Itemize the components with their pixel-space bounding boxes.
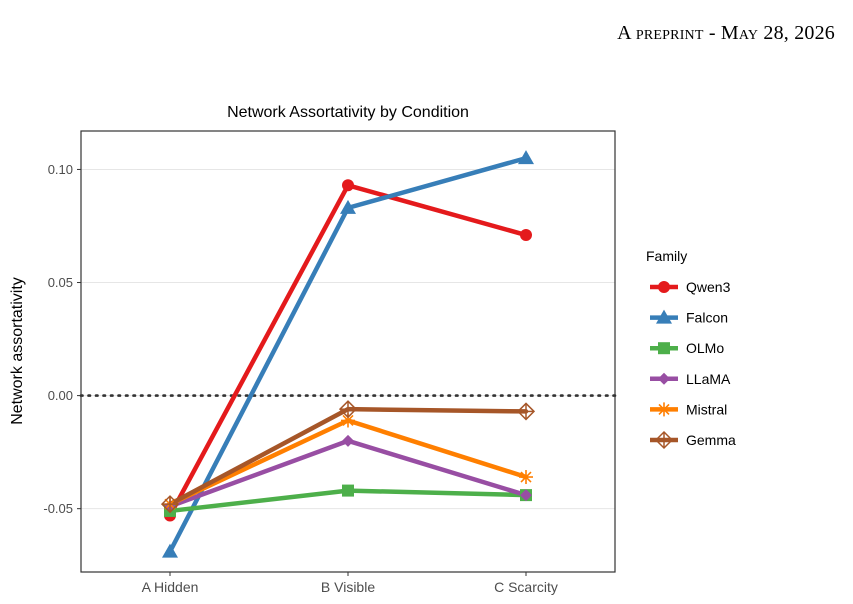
point-falcon-2 xyxy=(518,150,534,165)
x-tick-label: C Scarcity xyxy=(494,579,558,595)
series-layer xyxy=(160,150,536,558)
y-tick-label: 0.10 xyxy=(48,162,73,177)
legend-item-falcon: Falcon xyxy=(650,309,728,326)
legend-key-marker xyxy=(658,281,670,293)
legend-title: Family xyxy=(646,248,687,264)
y-tick-label: 0.00 xyxy=(48,388,73,403)
legend-item-llama: LLaMA xyxy=(650,371,731,387)
axis-layer: -0.05 0.00 0.05 0.10 A Hidden B Visible C Scar… xyxy=(43,130,616,595)
legend-key-marker xyxy=(658,342,670,355)
point-qwen3-2 xyxy=(520,229,532,242)
point-llama-2 xyxy=(520,489,532,502)
y-tick-label: -0.05 xyxy=(43,501,73,516)
legend-item-qwen3: Qwen3 xyxy=(650,279,731,295)
x-tick-label: A Hidden xyxy=(142,579,199,595)
point-falcon-1 xyxy=(340,199,356,214)
legend-label: LLaMA xyxy=(686,371,731,387)
point-llama-1 xyxy=(342,434,354,447)
point-gemma-2 xyxy=(516,402,536,421)
legend-key-marker xyxy=(658,372,670,385)
point-mistral-2 xyxy=(519,470,533,485)
legend-key-marker xyxy=(654,430,674,450)
legend-key-marker xyxy=(656,309,672,324)
legend-key-marker xyxy=(657,402,671,417)
legend-item-olmo: OLMo xyxy=(650,340,724,356)
point-qwen3-1 xyxy=(342,179,354,192)
point-gemma-1 xyxy=(338,400,358,419)
legend: Family Qwen3 Falcon OLMo LLaMA Mistral Gemma xyxy=(646,248,736,450)
point-falcon-0 xyxy=(162,543,178,558)
legend-item-mistral: Mistral xyxy=(650,401,727,417)
legend-label: Falcon xyxy=(686,310,728,326)
page-header: A preprint - May 28, 2026 xyxy=(617,22,835,44)
plot-panel-border xyxy=(80,130,616,573)
grid-layer xyxy=(81,168,615,510)
y-axis-label: Network assortativity xyxy=(9,277,26,425)
legend-label: Qwen3 xyxy=(686,279,731,295)
legend-item-gemma: Gemma xyxy=(650,430,736,450)
legend-label: OLMo xyxy=(686,340,724,356)
chart-title: Network Assortativity by Condition xyxy=(227,104,469,121)
legend-label: Gemma xyxy=(686,432,736,448)
point-olmo-1 xyxy=(342,484,354,497)
y-tick-label: 0.05 xyxy=(48,275,73,290)
legend-label: Mistral xyxy=(686,401,727,417)
series-line-qwen3 xyxy=(167,183,529,518)
point-gemma-0 xyxy=(160,495,180,514)
x-tick-label: B Visible xyxy=(321,579,375,595)
